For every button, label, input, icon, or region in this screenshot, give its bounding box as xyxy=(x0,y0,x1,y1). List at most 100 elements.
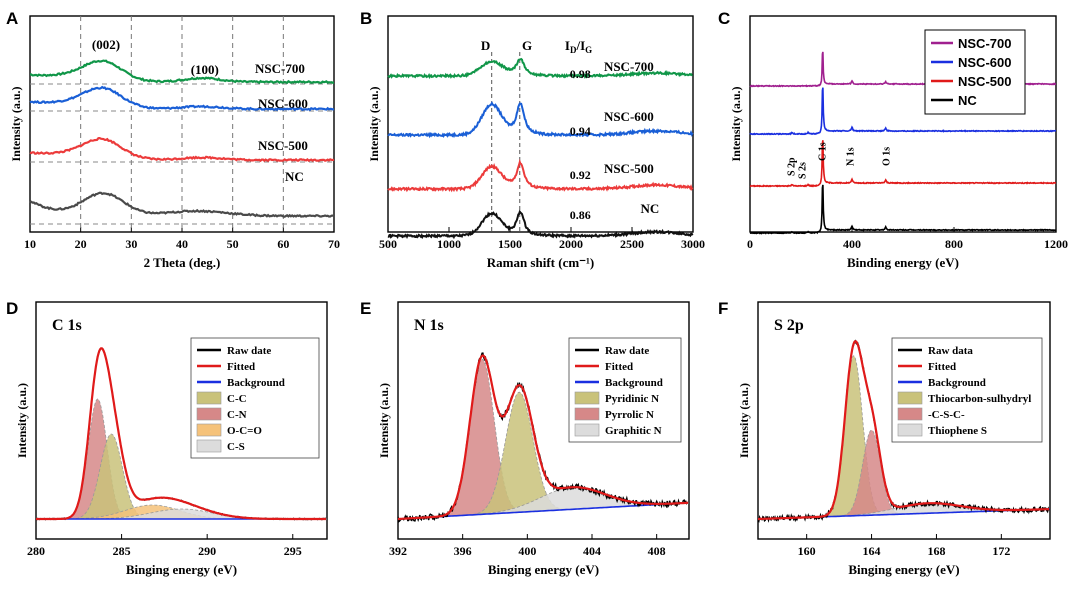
legend-label: NSC-500 xyxy=(958,74,1011,89)
legend-label: C-S xyxy=(227,441,245,453)
x-tick-label: 40 xyxy=(176,237,188,251)
legend-label: Pyridinic N xyxy=(605,393,659,405)
panel-e: E 392 396 400 404 408 Binging energy (eV) Inten… xyxy=(360,299,690,577)
ratio-value: 0.92 xyxy=(570,168,591,182)
x-tick-label: 295 xyxy=(284,544,302,558)
series-line xyxy=(387,57,693,80)
panel-title: N 1s xyxy=(414,317,444,334)
legend-label: Thiocarbon-sulhydryl xyxy=(928,393,1031,405)
x-tick-label: 400 xyxy=(843,237,861,251)
panel-letter-b: B xyxy=(360,9,372,28)
x-tick-label: 70 xyxy=(328,237,340,251)
series-line xyxy=(749,184,1057,235)
x-tick-label: 408 xyxy=(648,544,666,558)
x-tick-label: 500 xyxy=(379,237,397,251)
series-label: NSC-700 xyxy=(604,59,654,74)
x-tick-label: 0 xyxy=(747,237,753,251)
x-tick-label: 168 xyxy=(927,544,945,558)
x-tick-label: 290 xyxy=(198,544,216,558)
x-tick-label: 2000 xyxy=(559,237,583,251)
x-tick-label: 400 xyxy=(518,544,536,558)
band-label: G xyxy=(522,38,532,53)
peak-label: C 1s xyxy=(818,142,829,161)
legend-label: NSC-600 xyxy=(958,55,1011,70)
panel-letter-f: F xyxy=(718,299,728,318)
legend-label: NSC-700 xyxy=(958,36,1011,51)
x-tick-label: 50 xyxy=(227,237,239,251)
x-axis-label: Binding energy (eV) xyxy=(847,255,959,270)
x-axis-label: Binging energy (eV) xyxy=(488,562,599,577)
legend-label: Raw date xyxy=(605,345,649,357)
legend-swatch xyxy=(897,391,923,405)
ratio-header: ID/IG xyxy=(565,38,592,55)
series-line xyxy=(749,87,1056,136)
legend-label: Fitted xyxy=(605,361,633,373)
panel-b: B 500 1000 1500 2000 2500 3000 Raman shift (cm⁻… xyxy=(360,9,705,270)
x-tick-label: 164 xyxy=(863,544,881,558)
x-tick-label: 1000 xyxy=(437,237,461,251)
peak-label: O 1s xyxy=(881,147,892,166)
series-line xyxy=(749,140,1057,188)
series-label: NC xyxy=(285,169,304,184)
legend-label: C-N xyxy=(227,409,247,421)
peak-label: S 2s xyxy=(797,162,808,179)
legend-label: Pyrrolic N xyxy=(605,409,654,421)
x-tick-label: 1200 xyxy=(1044,237,1068,251)
y-axis-label: Intensity (a.u.) xyxy=(377,383,391,458)
legend-label: O-C=O xyxy=(227,425,262,437)
x-tick-label: 280 xyxy=(27,544,45,558)
x-tick-label: 392 xyxy=(389,544,407,558)
panel-c: C 0 400 800 1200 Binding energy (eV) Intensity… xyxy=(718,9,1068,270)
series-line xyxy=(387,158,694,193)
x-axis-label: Raman shift (cm⁻¹) xyxy=(487,255,595,270)
plot-frame xyxy=(35,301,328,540)
legend-swatch xyxy=(574,423,600,437)
legend-swatch xyxy=(897,407,923,421)
panel-title: C 1s xyxy=(52,317,82,334)
legend-swatch xyxy=(196,423,222,437)
legend-label: Raw data xyxy=(928,345,973,357)
y-axis-label: Intensity (a.u.) xyxy=(9,86,23,161)
legend-swatch xyxy=(196,391,222,405)
plot-frame xyxy=(757,301,1051,540)
legend-label: Background xyxy=(928,377,986,389)
fitted-line xyxy=(36,347,327,521)
peak-label: N 1s xyxy=(846,147,857,166)
x-tick-label: 396 xyxy=(454,544,472,558)
series-label: NSC-700 xyxy=(255,61,305,76)
legend-label: NC xyxy=(958,93,977,108)
series-line xyxy=(29,85,335,112)
panel-d: D 280 285 290 295 Binging energy (eV) Intensit… xyxy=(6,299,328,577)
legend-label: -C-S-C- xyxy=(928,409,965,421)
panel-letter-c: C xyxy=(718,9,730,28)
panel-letter-a: A xyxy=(6,9,18,28)
series-line xyxy=(387,101,694,139)
component-area xyxy=(758,355,1050,520)
x-tick-label: 2500 xyxy=(620,237,644,251)
x-tick-label: 800 xyxy=(945,237,963,251)
panel-f: F 160 164 168 172 Binging energy (eV) Intensit… xyxy=(718,299,1051,577)
panel-letter-e: E xyxy=(360,299,371,318)
x-tick-label: 10 xyxy=(24,237,36,251)
legend-label: Fitted xyxy=(227,361,255,373)
legend-label: Graphitic N xyxy=(605,425,662,437)
legend-swatch xyxy=(574,391,600,405)
fitted-line xyxy=(758,340,1050,521)
series-label: NSC-600 xyxy=(258,96,308,111)
ratio-value: 0.98 xyxy=(570,67,591,81)
series-label: NSC-500 xyxy=(604,161,654,176)
series-label: NSC-600 xyxy=(604,109,654,124)
peak-label: (100) xyxy=(191,62,219,77)
series-line xyxy=(30,59,335,85)
ratio-value: 0.94 xyxy=(570,124,591,138)
legend-label: Background xyxy=(227,377,285,389)
ratio-value: 0.86 xyxy=(570,208,591,222)
legend-label: C-C xyxy=(227,393,247,405)
peak-label: (002) xyxy=(92,37,120,52)
series-label: NSC-500 xyxy=(258,138,308,153)
panel-letter-d: D xyxy=(6,299,18,318)
peak-label: S 2p xyxy=(786,157,797,176)
x-axis-label: 2 Theta (deg.) xyxy=(144,255,221,270)
x-tick-label: 60 xyxy=(277,237,289,251)
legend-swatch xyxy=(574,407,600,421)
